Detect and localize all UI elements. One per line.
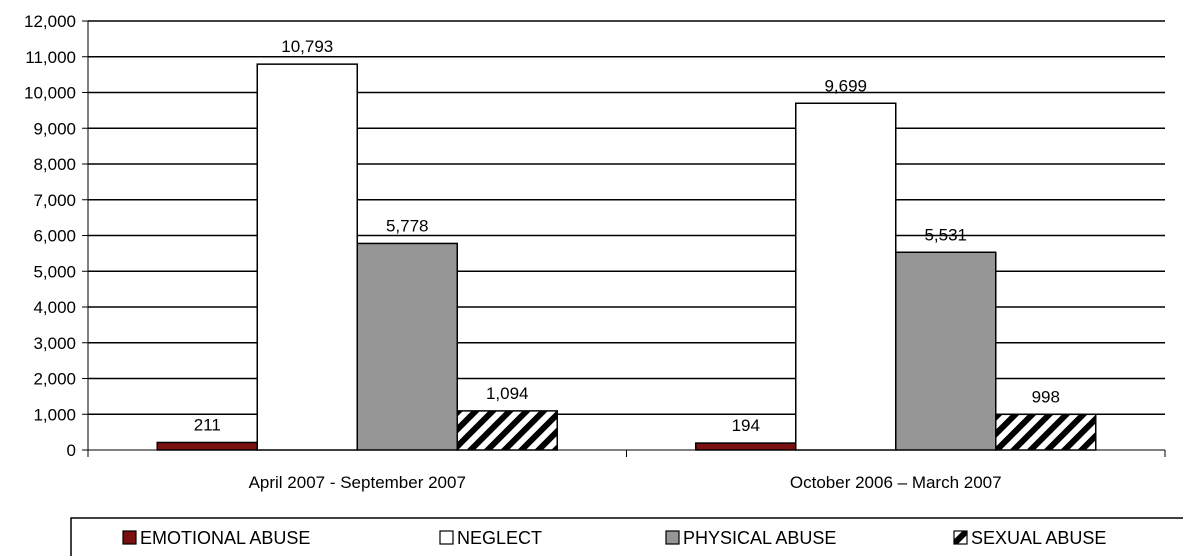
y-tick-label: 3,000 (33, 334, 76, 353)
y-tick-label: 11,000 (25, 48, 76, 67)
y-tick-label: 8,000 (33, 155, 76, 174)
data-label: 5,531 (924, 225, 967, 244)
y-tick-label: 9,000 (33, 119, 76, 138)
legend: EMOTIONAL ABUSE NEGLECT PHYSICAL ABUSE SEXU… (70, 517, 1183, 556)
bar-emotional-abuse (156, 441, 258, 451)
data-label: 998 (1032, 387, 1060, 406)
y-tick-label: 4,000 (33, 298, 76, 317)
legend-label: NEGLECT (457, 528, 542, 548)
bar-emotional-abuse (695, 442, 797, 451)
x-category-label: April 2007 - September 2007 (249, 473, 466, 492)
legend-swatch (665, 530, 680, 545)
bar-sexual-abuse (995, 413, 1097, 451)
legend-label: EMOTIONAL ABUSE (140, 528, 310, 548)
data-label: 9,699 (824, 76, 867, 95)
data-label: 1,094 (486, 384, 529, 403)
legend-label: PHYSICAL ABUSE (683, 528, 836, 548)
y-tick-label: 5,000 (33, 262, 76, 281)
legend-swatch (953, 530, 968, 545)
y-tick-label: 12,000 (24, 12, 76, 31)
y-tick-label: 1,000 (33, 405, 76, 424)
bar-physical-abuse (895, 251, 997, 451)
bar-neglect (256, 63, 358, 451)
gridlines (88, 20, 1165, 415)
legend-swatch (439, 530, 454, 545)
legend-label: SEXUAL ABUSE (971, 528, 1106, 548)
y-tick-label: 2,000 (33, 370, 76, 389)
data-labels: 211 10,793 5,778 1,094 194 9,699 5,531 998 (194, 37, 1060, 435)
bar-neglect (795, 102, 897, 451)
legend-swatch (122, 530, 137, 545)
bars (156, 63, 1097, 451)
y-tick-label: 6,000 (33, 227, 76, 246)
legend-box (70, 517, 1183, 556)
data-label: 10,793 (281, 37, 333, 56)
bar-sexual-abuse (456, 410, 558, 451)
bar-physical-abuse (356, 242, 458, 451)
data-label: 211 (194, 415, 221, 434)
data-label: 5,778 (386, 216, 429, 235)
y-tick-label: 10,000 (24, 84, 76, 103)
y-tick-label: 0 (67, 441, 76, 460)
data-label: 194 (732, 416, 760, 435)
axes: 0 1,000 2,000 3,000 4,000 5,000 6,000 7,000 8,00… (24, 12, 1166, 492)
x-category-label: October 2006 – March 2007 (790, 473, 1002, 492)
y-tick-label: 7,000 (33, 191, 76, 210)
